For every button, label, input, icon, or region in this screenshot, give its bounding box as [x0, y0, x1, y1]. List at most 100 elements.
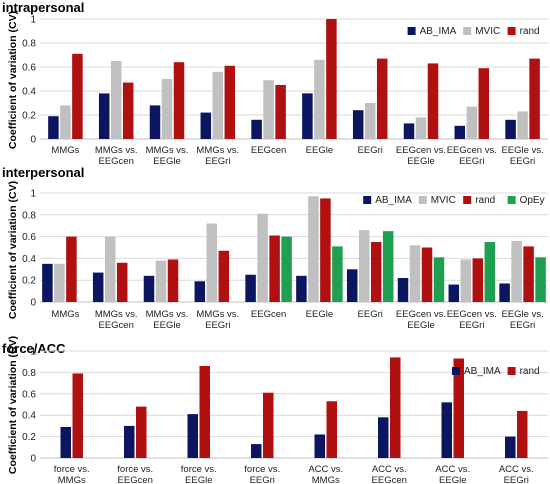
- bar-rand: [66, 236, 77, 302]
- bar-ab-ima: [251, 444, 262, 458]
- x-tick-label: MMGs vs.: [146, 309, 189, 320]
- bar-ab-ima: [60, 426, 71, 458]
- bar-mvic: [257, 213, 268, 302]
- bar-rand: [517, 410, 528, 458]
- bar-rand: [167, 259, 179, 302]
- legend-swatch: [507, 27, 516, 35]
- bar-ab-ima: [194, 281, 206, 302]
- bar-ab-ima: [346, 269, 358, 302]
- legend-swatch: [452, 367, 460, 375]
- y-tick-label: 0.4: [22, 87, 36, 98]
- legend-label: AB_IMA: [375, 195, 412, 206]
- legend: AB_IMA rand: [452, 366, 540, 377]
- legend: AB_IMA MVIC rand OpEy: [363, 195, 545, 206]
- y-tick-label: 0.8: [22, 368, 36, 379]
- bar-mvic: [212, 71, 224, 139]
- legend: AB_IMA MVIC rand: [407, 26, 540, 37]
- x-tick-label: EEGcen vs.: [447, 309, 497, 320]
- bar-rand: [390, 357, 401, 458]
- bar-rand: [453, 358, 464, 458]
- bar-ab-ima: [200, 112, 212, 139]
- bar-rand: [136, 406, 147, 458]
- bar-rand: [122, 82, 134, 139]
- bar-rand: [523, 246, 534, 302]
- x-tick-label: force vs.: [117, 464, 153, 475]
- x-tick-label: MMGs: [51, 309, 79, 320]
- y-tick-label: 1: [30, 15, 36, 26]
- bar-mvic: [206, 223, 218, 302]
- y-tick-label: 1: [30, 189, 36, 200]
- bar-rand: [275, 85, 286, 139]
- x-tick-label: EEGle vs.: [501, 145, 543, 156]
- bar-opey: [433, 257, 445, 302]
- bar-rand: [529, 58, 540, 139]
- x-tick-label: ACC vs.: [435, 464, 470, 475]
- legend-swatch: [463, 196, 472, 204]
- bar-ab-ima: [448, 284, 460, 302]
- y-tick-label: 0.4: [22, 254, 36, 265]
- bar-ab-ima: [397, 278, 409, 302]
- bar-rand: [218, 250, 230, 302]
- x-tick-label: EEGri: [358, 145, 383, 156]
- bar-ab-ima: [42, 263, 53, 302]
- bar-ab-ima: [352, 110, 364, 139]
- x-tick-label: ACC vs.: [499, 464, 534, 475]
- legend-label: AB_IMA: [420, 26, 457, 37]
- bar-mvic: [104, 236, 116, 302]
- x-tick-label: EEGri: [250, 475, 275, 484]
- x-tick-label: EEGle: [153, 156, 180, 167]
- x-tick-label: force vs.: [54, 464, 90, 475]
- y-tick-label: 0.8: [22, 39, 36, 50]
- legend-label: MVIC: [475, 26, 500, 37]
- bar-ab-ima: [302, 93, 313, 139]
- bar-rand: [326, 401, 337, 458]
- x-tick-label: EEGri: [205, 156, 230, 167]
- bar-mvic: [155, 260, 167, 302]
- bar-mvic: [161, 79, 173, 139]
- bar-rand: [478, 68, 490, 139]
- bar-rand: [376, 58, 388, 139]
- y-tick-label: 0.6: [22, 232, 36, 243]
- x-tick-label: EEGcen: [251, 145, 286, 156]
- x-tick-label: EEGcen: [99, 156, 134, 167]
- y-tick-label: 1: [30, 347, 36, 358]
- bar-rand: [269, 235, 280, 302]
- bar-mvic: [263, 80, 274, 139]
- bar-rand: [116, 262, 128, 302]
- legend-label: rand: [520, 26, 540, 37]
- bar-mvic: [60, 105, 71, 139]
- bar-ab-ima: [98, 93, 110, 139]
- x-tick-label: EEGcen vs.: [396, 145, 446, 156]
- bar-ab-ima: [245, 274, 256, 302]
- bar-mvic: [110, 61, 122, 139]
- y-axis-label: Coefficient of variation (CV): [7, 181, 19, 319]
- x-tick-label: EEGle: [185, 475, 212, 484]
- y-tick-label: 0.2: [22, 432, 36, 443]
- bar-ab-ima: [92, 272, 104, 302]
- bar-rand: [199, 365, 210, 458]
- bar-rand: [421, 247, 433, 302]
- bar-mvic: [466, 106, 478, 139]
- bar-rand: [320, 198, 331, 302]
- x-tick-label: EEGle: [439, 475, 466, 484]
- y-tick-label: 0.6: [22, 63, 36, 74]
- bar-mvic: [460, 259, 472, 302]
- y-tick-label: 0.4: [22, 411, 36, 422]
- bar-mvic: [308, 196, 319, 302]
- x-tick-label: MMGs vs.: [95, 309, 138, 320]
- x-tick-label: EEGri: [504, 475, 529, 484]
- bar-rand: [72, 53, 83, 139]
- legend-label: MVIC: [431, 195, 456, 206]
- x-tick-label: EEGle: [407, 320, 434, 331]
- x-tick-label: MMGs vs.: [196, 309, 239, 320]
- chart-title: interpersonal: [2, 165, 84, 180]
- x-tick-label: EEGri: [459, 320, 484, 331]
- x-tick-label: EEGle vs.: [501, 309, 543, 320]
- y-tick-label: 0.8: [22, 210, 36, 221]
- bar-mvic: [511, 240, 522, 302]
- bar-mvic: [54, 263, 65, 302]
- x-tick-label: EEGle: [407, 156, 434, 167]
- bar-rand: [370, 242, 382, 302]
